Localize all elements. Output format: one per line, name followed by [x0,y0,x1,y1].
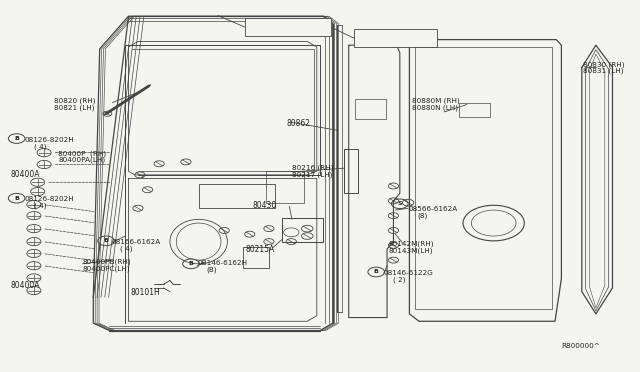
Text: 80880N (LH): 80880N (LH) [412,104,458,111]
Text: 80862: 80862 [287,119,311,128]
Text: 80153(LH): 80153(LH) [248,26,288,35]
Text: 80400A: 80400A [10,170,40,179]
Text: ( 4): ( 4) [120,246,132,252]
Text: S: S [397,201,402,206]
Bar [355,99,386,119]
Text: 80400PC(LH): 80400PC(LH) [83,265,130,272]
Bar [354,29,437,47]
Text: 80143M(LH): 80143M(LH) [389,247,433,254]
Text: 80400P  (RH): 80400P (RH) [58,150,106,157]
Text: 80400PA(LH): 80400PA(LH) [58,157,106,163]
Text: 80215A: 80215A [245,244,275,253]
Text: 08166-6162A: 08166-6162A [111,239,161,245]
Text: B: B [104,238,109,243]
Text: 08126-8202H: 08126-8202H [25,137,75,143]
Text: 80217 (LH): 80217 (LH) [292,171,332,178]
Text: 80430: 80430 [253,201,277,210]
Text: 80101 (LH): 80101 (LH) [356,37,399,46]
Text: B: B [189,261,193,266]
Text: ( 2): ( 2) [393,277,405,283]
Text: ( 4): ( 4) [34,202,47,209]
Text: ( 4): ( 4) [34,144,47,150]
Text: B: B [374,269,379,275]
Text: 80101H: 80101H [131,288,160,297]
Text: 80400A: 80400A [10,281,40,290]
Bar [460,103,490,118]
Text: 80831 (LH): 80831 (LH) [583,68,623,74]
Text: B: B [14,196,19,201]
Bar [244,18,331,36]
Bar [243,247,269,267]
Text: 0B146-6162H: 0B146-6162H [197,260,248,266]
Bar [282,218,323,241]
Text: 80830 (RH): 80830 (RH) [583,61,625,68]
Text: 08566-6162A: 08566-6162A [408,206,458,212]
Bar [266,171,304,203]
Bar [344,149,358,193]
Text: 80142M(RH): 80142M(RH) [389,241,435,247]
Text: 80880M (RH): 80880M (RH) [412,97,460,104]
Text: 08126-8202H: 08126-8202H [25,196,75,202]
Text: (B): (B) [206,266,217,273]
Text: R800000^: R800000^ [561,343,600,349]
Text: 80821 (LH): 80821 (LH) [54,104,94,111]
Text: 08146-6122G: 08146-6122G [384,270,434,276]
Text: 80400PB(RH): 80400PB(RH) [83,259,131,265]
Text: 80152(RH): 80152(RH) [248,20,289,29]
Text: 80216 (RH): 80216 (RH) [292,165,333,171]
Text: 80820 (RH): 80820 (RH) [54,97,95,104]
Text: B: B [14,136,19,141]
Text: 80100 (RH): 80100 (RH) [356,31,400,40]
Text: (8): (8) [417,213,428,219]
Bar [198,184,275,208]
